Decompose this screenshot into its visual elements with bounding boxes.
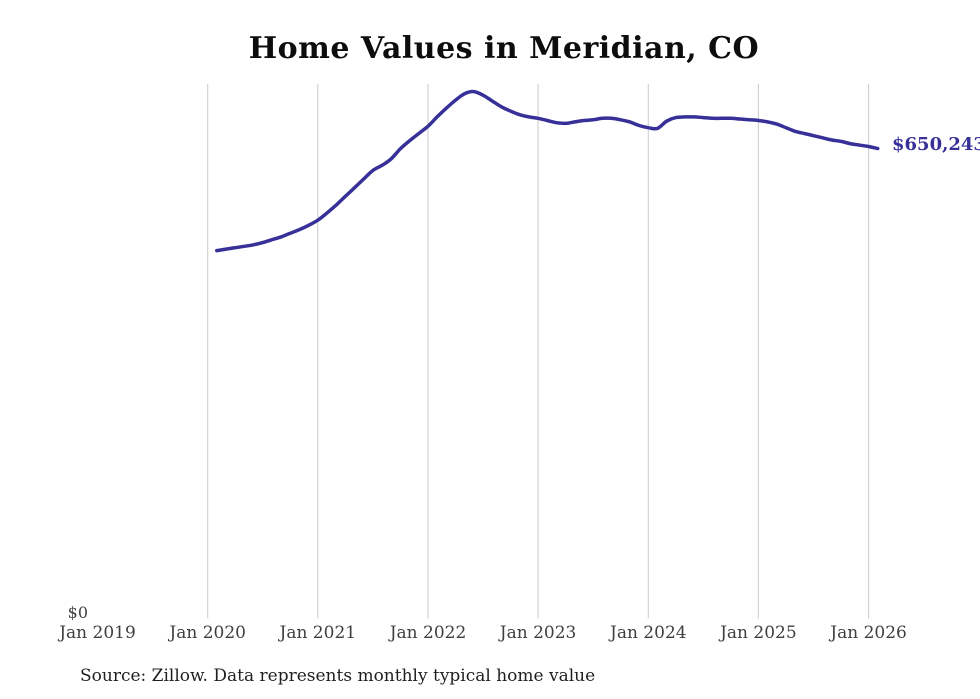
x-axis-label: Jan 2026 [830,623,907,643]
x-axis-label: Jan 2021 [279,623,357,643]
x-axis-label: Jan 2019 [59,623,136,643]
source-note: Source: Zillow. Data represents monthly … [80,666,596,686]
x-axis-label: Jan 2022 [389,623,467,643]
home-value-line [215,89,880,253]
vertical-gridlines [207,84,870,619]
latest-value-label: $650,243 [892,134,980,155]
x-axis-label: Jan 2025 [720,623,797,643]
y-axis-zero-label: $0 [67,603,88,622]
x-axis-label: Jan 2023 [499,623,577,643]
chart-title: Home Values in Meridian, CO [248,31,760,66]
x-axis-label: Jan 2024 [610,623,687,643]
x-axis-label: Jan 2020 [169,623,246,643]
